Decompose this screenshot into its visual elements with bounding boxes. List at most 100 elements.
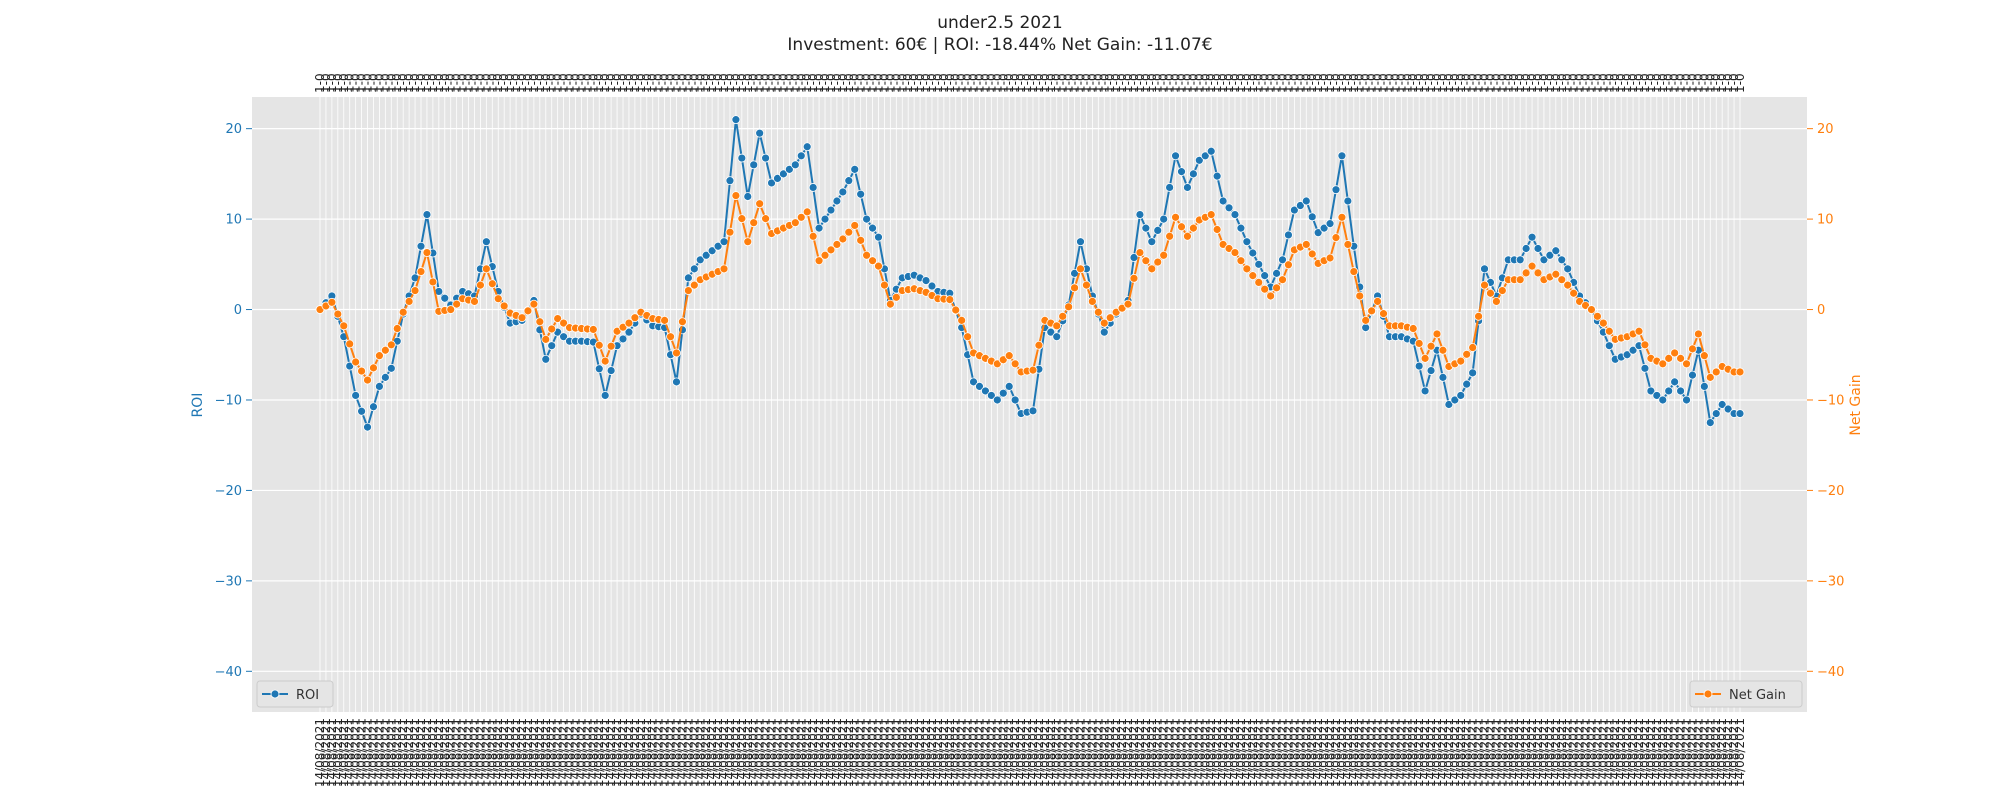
top-axis-label: 1-0 (337, 73, 351, 93)
series-net-point (951, 305, 961, 315)
series-net-point (428, 277, 438, 287)
series-net-gain (315, 191, 1745, 385)
series-net-point (963, 332, 973, 342)
series-net-point (1711, 367, 1721, 377)
series-roi-point (808, 183, 818, 192)
bottom-axis-label: 14/08/2021 (1513, 718, 1527, 787)
top-axis-label: 1-0 (1026, 73, 1040, 93)
bottom-axis-label: 14/08/2021 (616, 718, 630, 787)
top-axis-label: 1-0 (753, 73, 767, 93)
series-roi-point (1141, 223, 1151, 233)
top-axis-label: 1-0 (521, 73, 535, 93)
series-net-point (1474, 311, 1483, 321)
series-net-point (357, 366, 366, 376)
series-roi-point (975, 382, 984, 391)
series-roi-point (773, 173, 782, 183)
series-roi-point (802, 142, 812, 152)
bottom-axis-label: 14/08/2021 (1210, 718, 1224, 787)
series-net-point (1705, 372, 1715, 382)
top-axis-label: 1-0 (1305, 73, 1319, 93)
series-net-point (404, 296, 414, 306)
top-axis-label: 1-0 (699, 73, 713, 93)
series-net-point (618, 322, 628, 332)
series-net-point (1010, 359, 1020, 369)
bottom-axis-label: 14/08/2021 (860, 718, 874, 787)
series-roi-point (1230, 210, 1240, 219)
top-axis-label: 1-0 (366, 73, 380, 93)
bottom-axis-label: 14/08/2021 (580, 718, 594, 787)
top-axis-label: 1-0 (515, 73, 529, 93)
bottom-axis-label: 14/08/2021 (1258, 718, 1272, 787)
top-axis-label: 1-0 (1513, 73, 1527, 93)
bottom-axis-label: 14/08/2021 (313, 718, 327, 787)
bottom-axis-label: 14/08/2021 (1121, 718, 1135, 787)
series-net-point (725, 227, 735, 237)
top-axis-label: 1-0 (1180, 73, 1194, 93)
top-axis-label: 1-0 (343, 73, 357, 93)
series-net-point (588, 325, 598, 334)
bottom-axis-label: 14/08/2021 (402, 718, 416, 787)
series-roi-point (600, 391, 610, 400)
bottom-axis-label: 14/08/2021 (1620, 718, 1634, 787)
series-roi-point (1711, 409, 1721, 418)
series-net-point (1521, 268, 1531, 278)
top-axis-label: 1-0 (1056, 73, 1070, 93)
top-axis-label: 1-0 (1436, 73, 1450, 93)
series-roi-point (737, 153, 747, 163)
top-axis-label: 1-0 (1466, 73, 1480, 93)
bottom-axis-label: 14/08/2021 (598, 718, 612, 787)
bottom-axis-label: 14/08/2021 (854, 718, 868, 787)
bottom-axis-label: 14/08/2021 (1602, 718, 1616, 787)
series-roi-point (1723, 404, 1733, 414)
bottom-axis-label: 14/08/2021 (1382, 718, 1396, 787)
top-axis-label: 1-0 (462, 73, 476, 93)
series-net-point (874, 261, 883, 271)
bottom-axis-label: 14/08/2021 (1270, 718, 1284, 787)
series-net-point (1052, 321, 1062, 331)
top-axis-label: 1-0 (640, 73, 654, 93)
bottom-axis-label: 14/08/2021 (1394, 718, 1408, 787)
bottom-axis-label: 14/08/2021 (782, 718, 796, 787)
series-roi-point (1242, 237, 1252, 247)
bottom-axis-label: 14/08/2021 (479, 718, 493, 787)
top-axis-label: 1-0 (1109, 73, 1123, 93)
series-net-point (1278, 275, 1287, 285)
bottom-axis-label: 14/08/2021 (1276, 718, 1290, 787)
top-axis-label: 1-0 (824, 73, 838, 93)
bottom-axis-label: 14/08/2021 (426, 718, 440, 787)
bottom-axis-label: 14/08/2021 (1608, 718, 1622, 787)
series-roi-point (1628, 345, 1638, 355)
series-net-point (885, 299, 895, 309)
top-axis-label: 1-0 (604, 73, 618, 93)
top-axis-label: 1-0 (1602, 73, 1616, 93)
bottom-axis-label: 14/08/2021 (1519, 718, 1533, 787)
bottom-axis-label: 14/08/2021 (765, 718, 779, 787)
left-tick-label: 0 (234, 303, 242, 318)
series-roi-point (559, 332, 568, 342)
top-axis-label: 1-0 (1377, 73, 1391, 93)
bottom-axis-label: 14/08/2021 (1507, 718, 1521, 787)
top-axis-label: 1-0 (1596, 73, 1610, 93)
series-roi-point (986, 391, 996, 400)
bottom-axis-label: 14/08/2021 (1662, 718, 1676, 787)
top-axis-label: 1-0 (557, 73, 571, 93)
bottom-axis-label: 14/08/2021 (1371, 718, 1385, 787)
series-roi-point (1010, 395, 1020, 405)
top-axis-label: 1-0 (1062, 73, 1076, 93)
series-net-point (517, 313, 527, 323)
plot-area (252, 97, 1807, 712)
series-roi-point (725, 176, 735, 186)
series-roi-point (1313, 228, 1323, 238)
series-roi-point (1527, 232, 1537, 242)
top-axis-label: 1-0 (717, 73, 731, 93)
top-axis-label: 1-0 (877, 73, 891, 93)
top-axis-label: 1-0 (438, 73, 452, 93)
left-tick-label: 10 (225, 213, 242, 228)
top-axis-label: 1-0 (848, 73, 862, 93)
series-net-point (1301, 240, 1311, 249)
series-roi-point (481, 237, 491, 247)
series-net-point (666, 332, 675, 342)
series-roi-point (1212, 171, 1222, 181)
series-net-point (862, 250, 872, 260)
bottom-axis-label: 14/08/2021 (955, 718, 969, 787)
